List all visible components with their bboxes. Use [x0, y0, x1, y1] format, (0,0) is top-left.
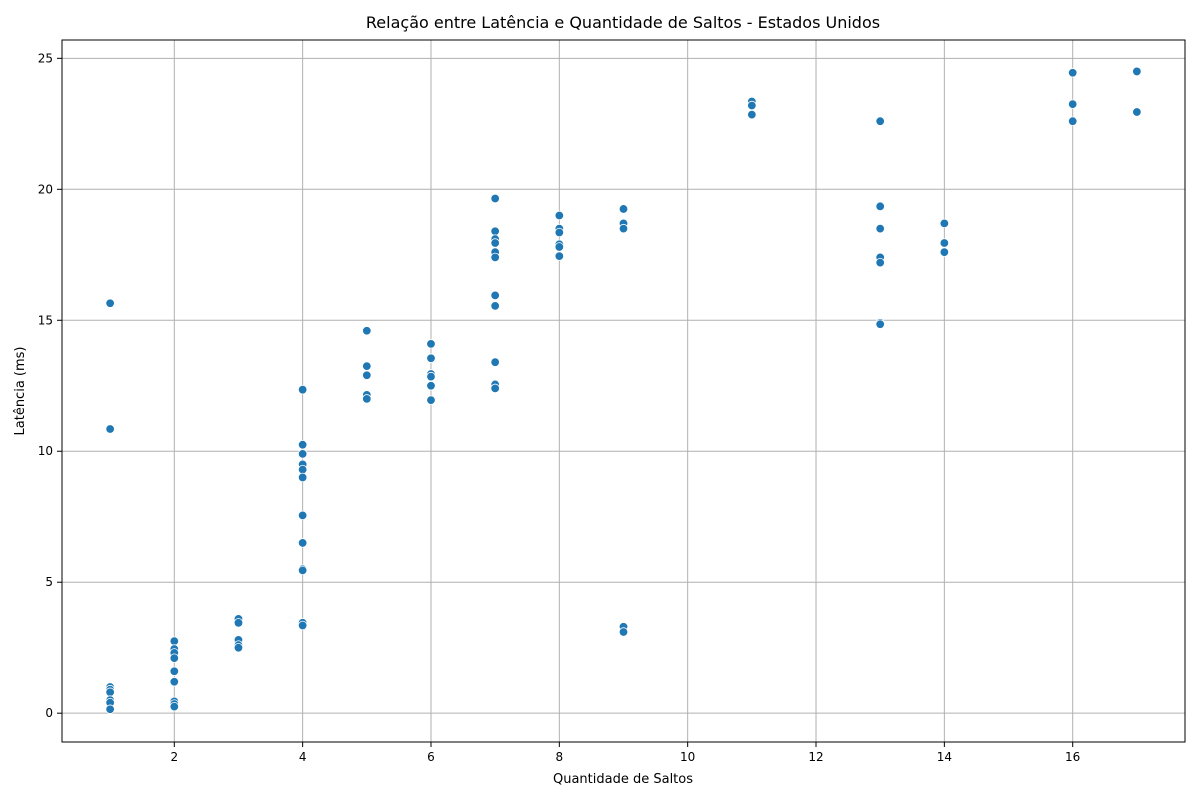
data-point: [169, 636, 180, 646]
data-point: [297, 472, 308, 483]
data-point: [939, 238, 950, 248]
data-point: [426, 395, 436, 405]
data-points: [105, 66, 1142, 714]
data-point: [297, 565, 308, 576]
x-axis-label: Quantidade de Saltos: [553, 772, 693, 787]
chart-title: Relação entre Latência e Quantidade de S…: [366, 13, 880, 32]
x-tick-label: 16: [1065, 750, 1080, 764]
y-axis-label: Latência (ms): [13, 347, 28, 436]
data-point: [297, 464, 308, 475]
data-point: [554, 227, 565, 238]
data-point: [747, 100, 757, 111]
data-point: [169, 677, 180, 687]
data-point: [490, 301, 500, 311]
x-tick-label: 12: [808, 750, 823, 764]
x-tick-label: 6: [427, 750, 435, 764]
grid-lines: [62, 40, 1185, 742]
data-point: [875, 116, 885, 126]
data-point: [233, 618, 244, 628]
data-point: [362, 361, 372, 371]
data-point: [169, 653, 180, 663]
data-point: [169, 666, 180, 676]
data-point: [554, 242, 565, 252]
x-tick-label: 2: [170, 750, 178, 764]
data-point: [490, 252, 500, 263]
data-point: [939, 218, 950, 229]
data-point: [297, 384, 308, 395]
data-point: [105, 424, 115, 434]
data-point: [1132, 66, 1142, 77]
data-point: [1067, 99, 1078, 109]
y-tick-label: 20: [38, 182, 53, 196]
x-tick-label: 8: [556, 750, 564, 764]
x-tick-label: 4: [299, 750, 307, 764]
y-tick-label: 10: [38, 444, 53, 458]
data-point: [426, 371, 436, 382]
data-point: [618, 627, 629, 637]
data-point: [490, 226, 500, 236]
data-point: [1067, 68, 1078, 78]
data-point: [554, 251, 565, 261]
data-point: [426, 339, 436, 349]
data-point: [297, 538, 308, 548]
data-point: [490, 238, 500, 248]
x-tick-label: 10: [680, 750, 695, 764]
data-point: [297, 439, 308, 450]
y-tick-label: 15: [38, 313, 53, 327]
data-point: [1132, 107, 1142, 117]
data-point: [362, 326, 372, 336]
data-point: [297, 510, 308, 521]
data-point: [875, 223, 885, 234]
data-point: [875, 201, 885, 212]
data-point: [105, 298, 115, 308]
data-point: [297, 449, 308, 459]
y-tick-label: 5: [45, 575, 53, 589]
data-point: [105, 704, 115, 714]
data-point: [362, 370, 372, 380]
data-point: [939, 247, 950, 257]
data-point: [169, 701, 180, 712]
data-point: [490, 357, 500, 367]
data-point: [233, 643, 244, 653]
data-point: [875, 319, 885, 329]
data-point: [1067, 116, 1078, 126]
data-point: [618, 204, 629, 214]
data-point: [297, 620, 308, 631]
data-point: [426, 381, 436, 391]
data-point: [490, 383, 500, 394]
data-point: [875, 257, 885, 268]
y-tick-label: 0: [45, 706, 53, 720]
data-point: [362, 394, 372, 404]
data-point: [618, 223, 629, 234]
y-tick-label: 25: [38, 51, 53, 65]
plot-frame: [61, 39, 1186, 743]
data-point: [490, 290, 500, 301]
x-tick-label: 14: [937, 750, 952, 764]
data-point: [747, 109, 757, 120]
data-point: [554, 210, 565, 221]
data-point: [105, 687, 115, 697]
data-point: [490, 193, 500, 204]
axis-ticks: 2 4 6 8 10 12 14 16 0 5 10 15 20 25: [38, 51, 1081, 764]
data-point: [426, 353, 436, 363]
